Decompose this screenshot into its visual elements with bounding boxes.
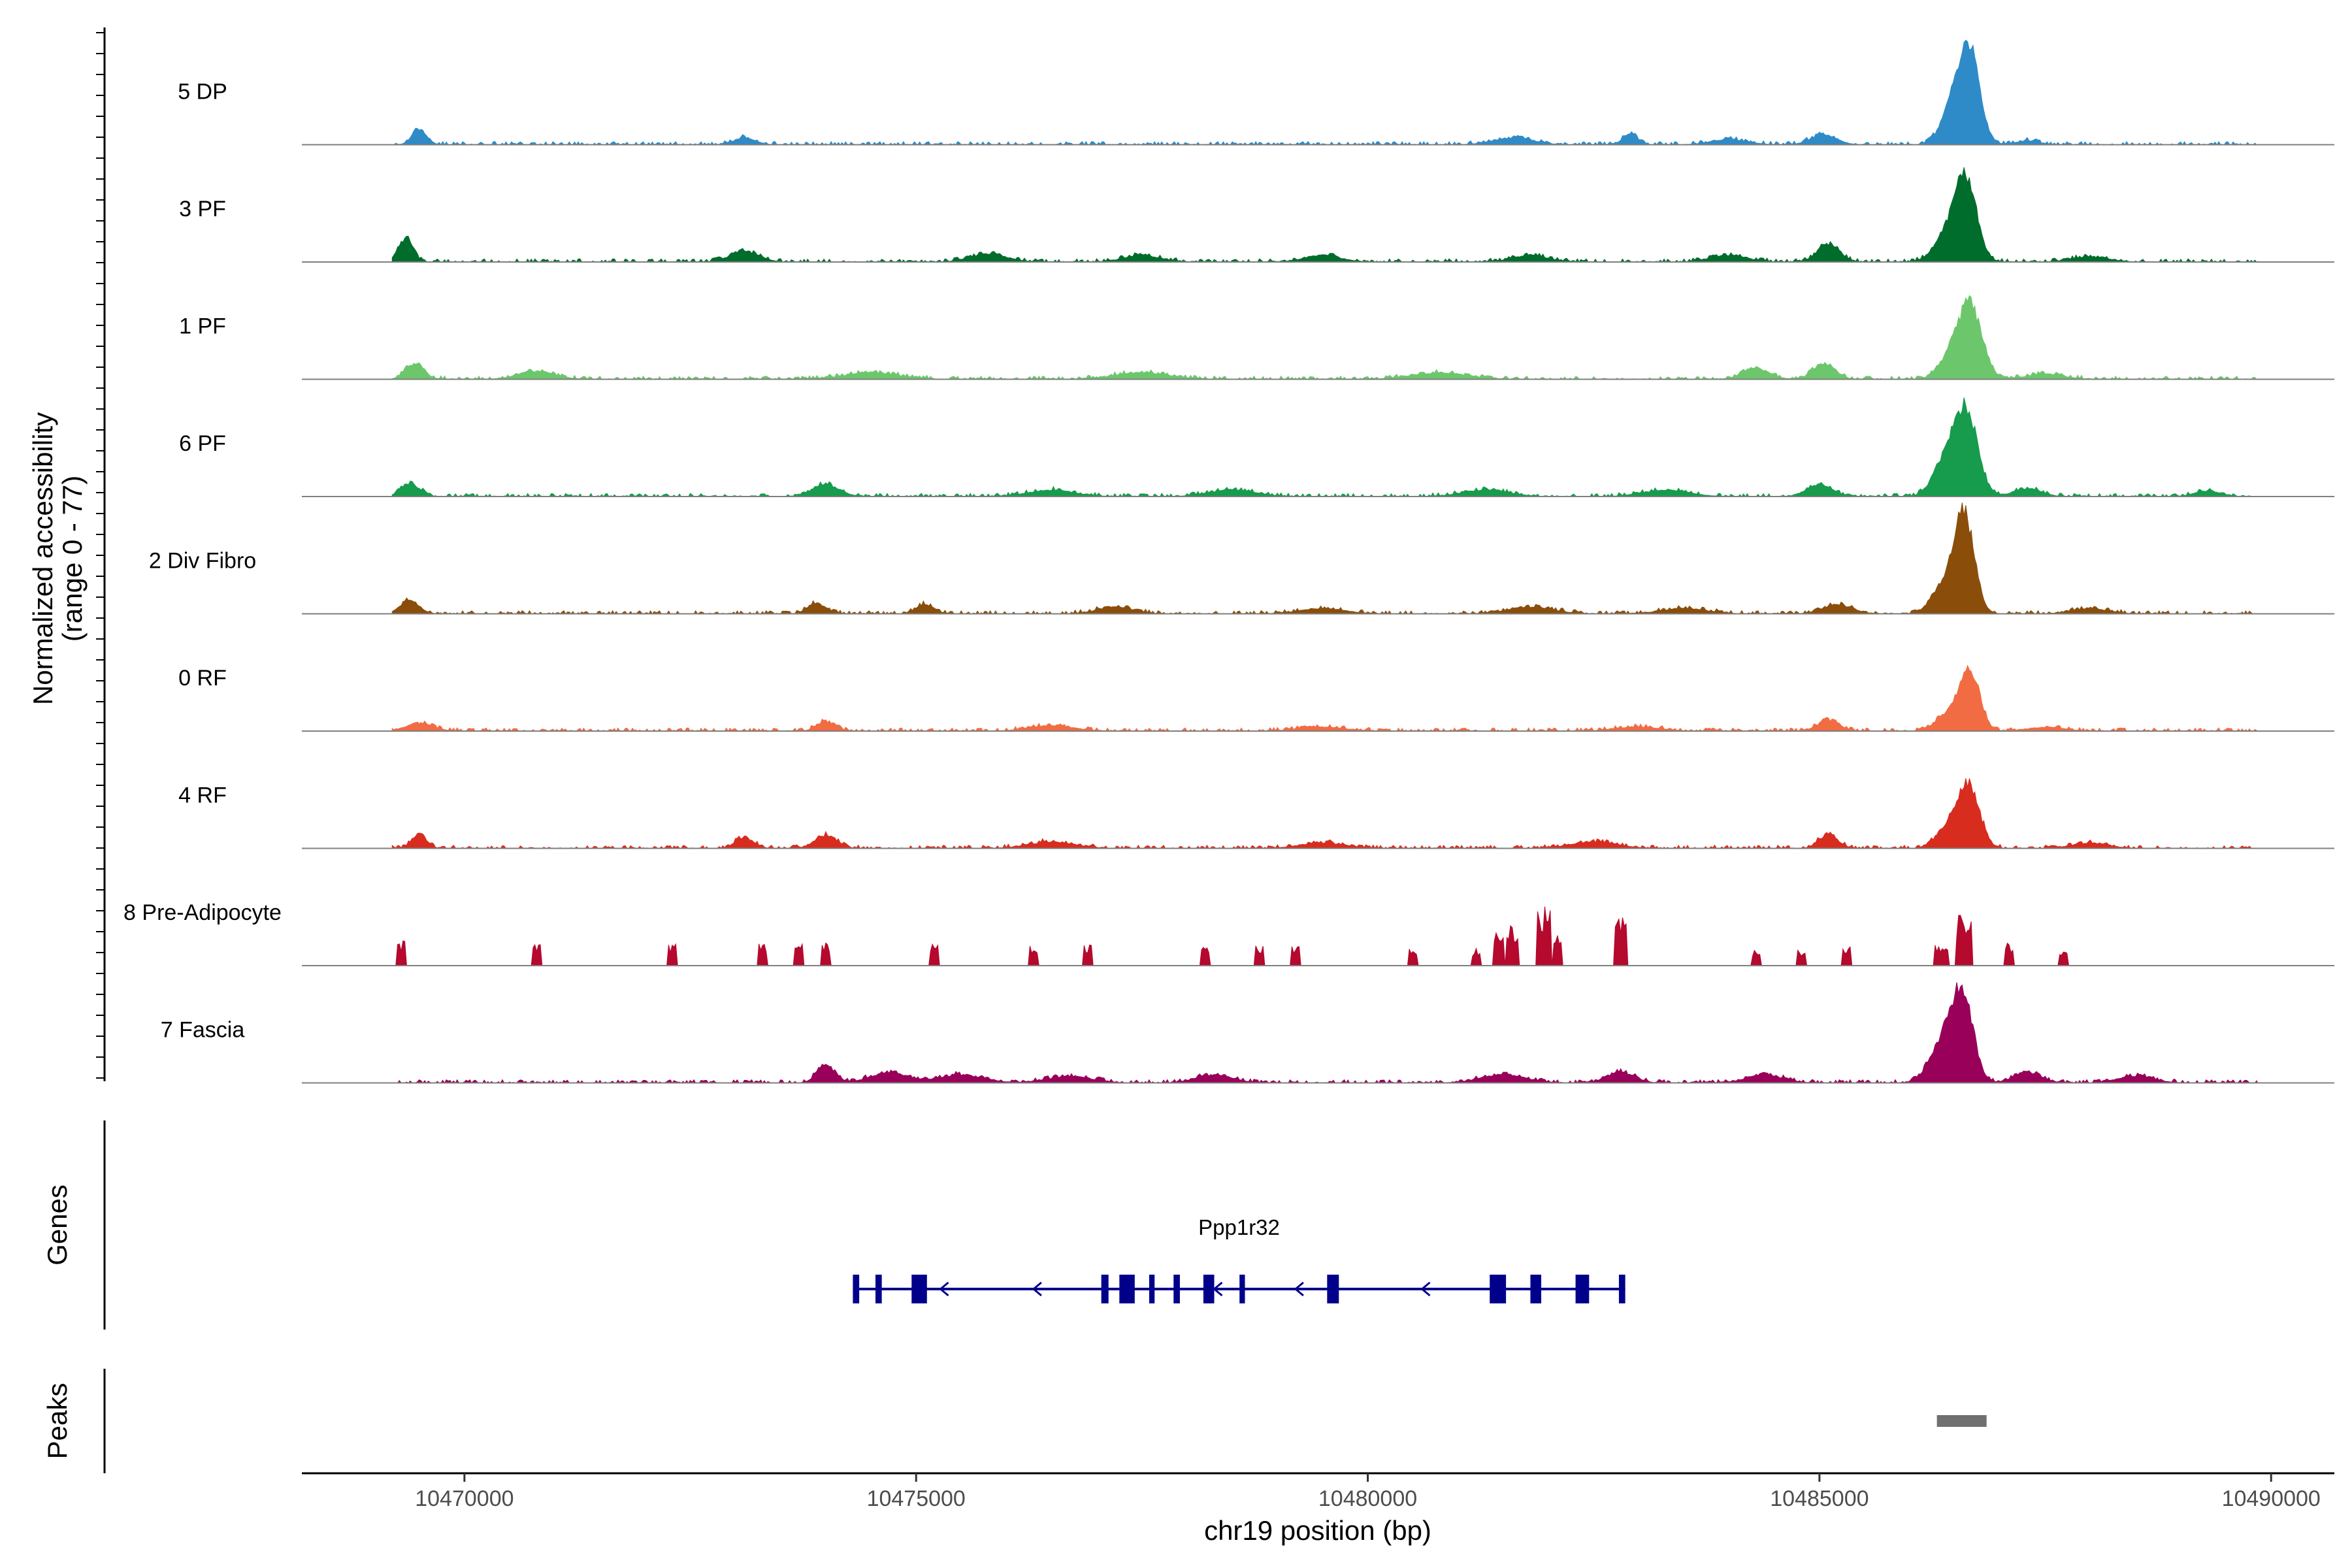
x-axis-title: chr19 position (bp) xyxy=(1204,1515,1431,1546)
track-6-pf: 6 PF xyxy=(179,397,2334,497)
track-label: 8 Pre-Adipocyte xyxy=(123,900,282,925)
gene-ppp1r32: Ppp1r32 xyxy=(853,1215,1625,1303)
coverage-area xyxy=(391,167,2258,263)
track-label: 3 PF xyxy=(179,197,226,221)
gene-exon xyxy=(1239,1275,1245,1303)
gene-exon xyxy=(1490,1275,1507,1303)
track-label: 2 Div Fibro xyxy=(149,549,256,574)
coverage-y-axis-title: Normalized accessibility xyxy=(27,412,58,705)
track-7-fascia: 7 Fascia xyxy=(161,982,2334,1084)
gene-exon xyxy=(875,1275,882,1303)
x-tick-label: 10485000 xyxy=(1770,1486,1869,1511)
coverage-area xyxy=(391,397,2258,497)
track-label: 1 PF xyxy=(179,314,226,339)
strand-arrow xyxy=(1494,1281,1505,1297)
coverage-tracks: 5 DP 3 PF 1 PF 6 PF 2 Div Fibro 0 RF 4 RF 8 Pre… xyxy=(123,39,2334,1084)
track-label: 5 DP xyxy=(178,80,227,105)
genes-panel-title: Genes xyxy=(42,1184,73,1266)
coverage-area xyxy=(392,906,2258,966)
track-0-rf: 0 RF xyxy=(178,664,2334,732)
gene-exon xyxy=(1575,1275,1590,1303)
gene-exon xyxy=(1530,1275,1542,1303)
track-5-dp: 5 DP xyxy=(178,39,2334,146)
peaks-panel-title: Peaks xyxy=(42,1383,73,1460)
coverage-y-axis-range: (range 0 - 77) xyxy=(57,476,88,642)
coverage-area xyxy=(391,502,2258,615)
gene-exon xyxy=(1173,1275,1180,1303)
strand-arrow xyxy=(939,1281,949,1297)
gene-exon xyxy=(1101,1275,1109,1303)
strand-arrow xyxy=(1420,1281,1431,1297)
gene-models: Ppp1r32 xyxy=(853,1215,1625,1303)
track-3-pf: 3 PF xyxy=(179,167,2334,263)
gene-exon xyxy=(853,1275,860,1303)
track-label: 0 RF xyxy=(178,666,227,691)
strand-arrow xyxy=(1213,1281,1223,1297)
coverage-area xyxy=(391,295,2258,380)
track-4-rf: 4 RF xyxy=(178,778,2334,849)
strand-arrow xyxy=(1032,1281,1042,1297)
track-label: 6 PF xyxy=(179,431,226,456)
coverage-y-ticks xyxy=(96,32,105,1079)
peak-region xyxy=(1936,1415,1987,1427)
gene-exon xyxy=(1618,1275,1625,1303)
coverage-area xyxy=(392,39,2258,146)
track-8-pre-adipocyte: 8 Pre-Adipocyte xyxy=(123,900,2334,966)
track-2-div-fibro: 2 Div Fibro xyxy=(149,502,2334,615)
gene-name: Ppp1r32 xyxy=(1198,1215,1280,1239)
track-label: 7 Fascia xyxy=(161,1018,245,1043)
x-tick-label: 10470000 xyxy=(415,1486,514,1511)
peak-regions xyxy=(1936,1415,1987,1427)
gene-exon xyxy=(911,1275,927,1303)
gene-exon xyxy=(1149,1275,1155,1303)
strand-arrow xyxy=(1294,1281,1304,1297)
gene-exon xyxy=(1203,1275,1215,1303)
x-tick-label: 10475000 xyxy=(867,1486,966,1511)
track-label: 4 RF xyxy=(178,783,227,808)
coverage-area xyxy=(392,982,2259,1084)
x-axis-ticks: 10470000 10475000 10480000 10485000 10490000 xyxy=(415,1473,2321,1511)
track-1-pf: 1 PF xyxy=(179,295,2334,380)
x-tick-label: 10480000 xyxy=(1318,1486,1417,1511)
gene-exon xyxy=(1119,1275,1135,1303)
coverage-area xyxy=(391,778,2258,849)
x-tick-label: 10490000 xyxy=(2222,1486,2321,1511)
coverage-area xyxy=(391,664,2259,732)
gene-exon xyxy=(1327,1275,1339,1303)
